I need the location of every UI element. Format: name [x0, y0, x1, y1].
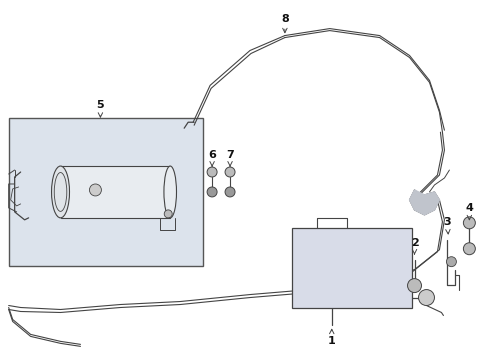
Circle shape: [446, 257, 456, 267]
Circle shape: [225, 187, 235, 197]
Circle shape: [464, 243, 475, 255]
Circle shape: [225, 167, 235, 177]
Bar: [9, 118, 203, 266]
Text: 7: 7: [226, 150, 234, 166]
Bar: [292, 228, 412, 307]
Polygon shape: [410, 190, 440, 215]
Circle shape: [418, 289, 435, 306]
Text: 6: 6: [208, 150, 216, 166]
Ellipse shape: [164, 166, 176, 218]
Circle shape: [207, 167, 217, 177]
Circle shape: [464, 217, 475, 229]
Text: 5: 5: [97, 100, 104, 117]
Circle shape: [164, 210, 172, 218]
Circle shape: [90, 184, 101, 196]
Text: 8: 8: [281, 14, 289, 33]
Text: 4: 4: [466, 203, 473, 220]
Ellipse shape: [51, 166, 70, 218]
Text: 2: 2: [411, 238, 418, 254]
Bar: [61, 166, 170, 218]
Text: 1: 1: [328, 329, 336, 346]
Circle shape: [408, 279, 421, 293]
Text: 3: 3: [443, 217, 451, 234]
Circle shape: [207, 187, 217, 197]
